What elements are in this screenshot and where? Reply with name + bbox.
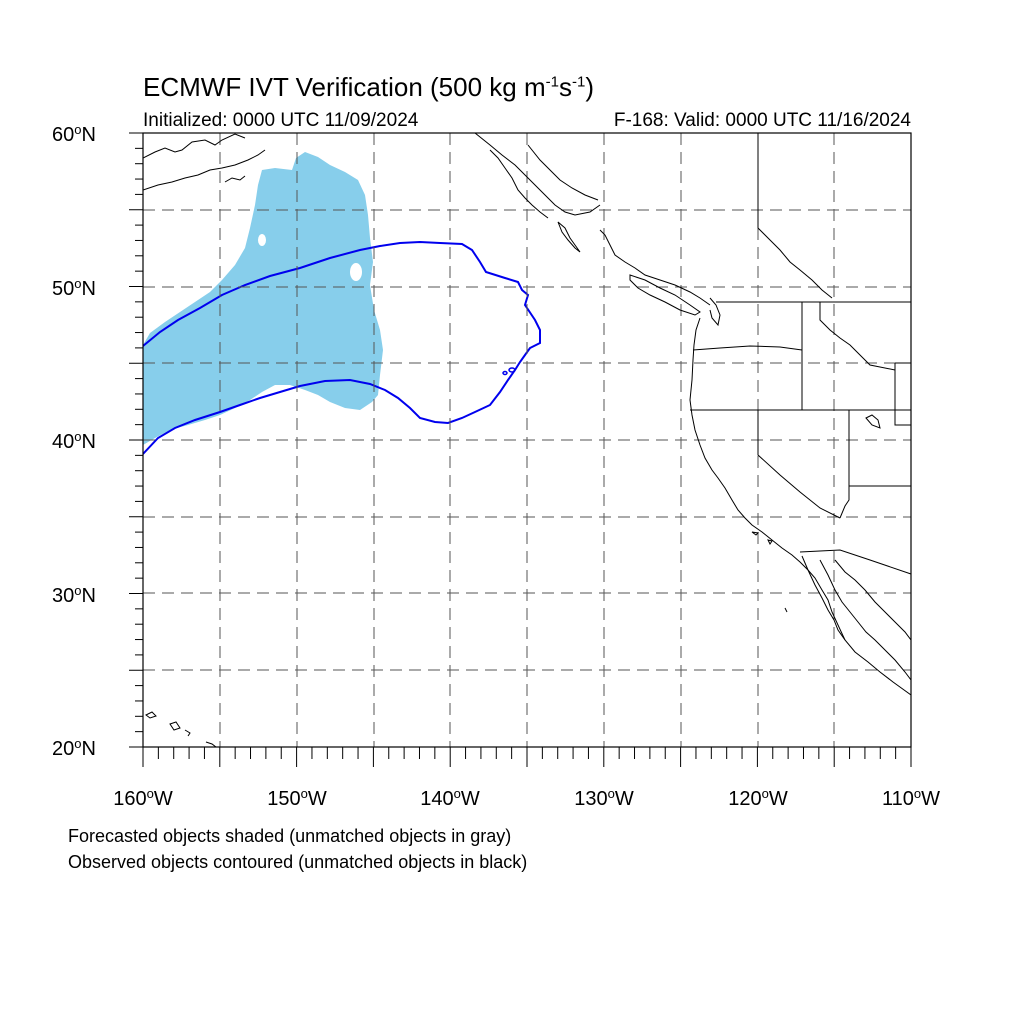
political-borders	[690, 133, 912, 575]
lat-label-40: 40oN	[52, 429, 96, 453]
lon-label-110w: 110oW	[881, 786, 941, 810]
lon-label-120w: 120oW	[728, 786, 788, 810]
forecast-object	[143, 152, 383, 445]
initialized-time: Initialized: 0000 UTC 11/09/2024	[143, 110, 419, 131]
lat-label-30: 30oN	[52, 583, 96, 607]
lon-label-130w: 130oW	[574, 786, 634, 810]
lon-label-150w: 150oW	[267, 786, 327, 810]
observed-small-object	[508, 367, 516, 373]
note-forecast: Forecasted objects shaded (unmatched obj…	[68, 826, 512, 846]
lon-label-160w: 160oW	[113, 786, 173, 810]
observed-object	[143, 240, 541, 455]
grid-lines	[143, 133, 911, 747]
lat-label-20: 20oN	[52, 736, 96, 760]
axis-ticks	[129, 132, 912, 767]
forecast-ivt-shading	[143, 152, 383, 445]
valid-time: F-168: Valid: 0000 UTC 11/16/2024	[613, 110, 911, 131]
observed-small-object-2	[502, 370, 508, 376]
observed-ivt-contour	[143, 240, 541, 455]
note-observed: Observed objects contoured (unmatched ob…	[68, 852, 528, 872]
coastlines	[143, 133, 911, 747]
lat-label-50: 50oN	[52, 276, 96, 300]
map-title: ECMWF IVT Verification (500 kg m-1s-1)	[143, 72, 594, 102]
lat-label-60: 60oN	[52, 122, 96, 146]
forecast-notch	[350, 263, 362, 281]
forecast-hole	[258, 234, 266, 246]
lon-label-140w: 140oW	[420, 786, 480, 810]
